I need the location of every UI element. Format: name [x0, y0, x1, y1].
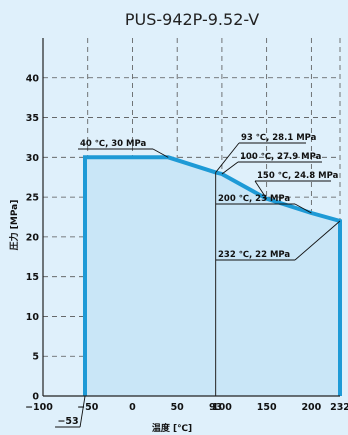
annotation-label: 93 ℃, 28.1 MPa: [241, 133, 317, 143]
x-tick-label: −50: [77, 402, 99, 413]
y-tick-label: 25: [26, 193, 39, 204]
y-tick-label: 10: [26, 312, 40, 323]
x-tick-label: 150: [257, 402, 277, 413]
x-tick-label-extra: −53: [57, 416, 78, 427]
x-tick-label: 232: [330, 402, 348, 413]
y-axis-label: 圧力 [MPa]: [8, 200, 20, 251]
annotation-label: 100 ℃, 27.9 MPa: [240, 152, 322, 162]
x-tick-label: 200: [301, 402, 321, 413]
x-tick-label: 100: [212, 402, 232, 413]
operating-area: [85, 157, 340, 396]
annotation-label: 150 ℃, 24.8 MPa: [257, 171, 339, 181]
y-tick-label: 15: [26, 272, 39, 283]
annotation-leader: [152, 148, 169, 158]
y-tick-label: 40: [26, 73, 40, 84]
x-tick-label: 93: [209, 402, 222, 413]
annotation-label: 40 ℃, 30 MPa: [80, 139, 147, 149]
y-tick-label: 30: [26, 153, 40, 164]
annotation-label: 232 ℃, 22 MPa: [218, 250, 290, 260]
y-tick-label: 35: [26, 113, 39, 124]
x-axis-label: 温度 [℃]: [152, 422, 192, 434]
y-tick-label: 20: [26, 232, 40, 243]
y-tick-label: 5: [32, 352, 39, 363]
annotation-leader: [215, 142, 240, 173]
annotation-label: 200 ℃, 23 MPa: [218, 194, 290, 204]
extra-tick-leader: [79, 395, 86, 428]
x-tick-label: 0: [129, 402, 136, 413]
x-tick-label: −100: [25, 402, 53, 413]
annotation-leader: [294, 220, 341, 261]
annotation-leader: [294, 203, 312, 214]
annotation-leader: [221, 161, 239, 175]
x-tick-label: 50: [171, 402, 185, 413]
y-tick-label: 0: [32, 392, 39, 403]
annotation-leader: [254, 180, 268, 199]
chart-title: PUS-942P-9.52-V: [125, 10, 259, 29]
annotation-layer: 40 ℃, 30 MPa 93 ℃, 28.1 MPa 100 ℃, 27.9 MP…: [78, 133, 341, 261]
